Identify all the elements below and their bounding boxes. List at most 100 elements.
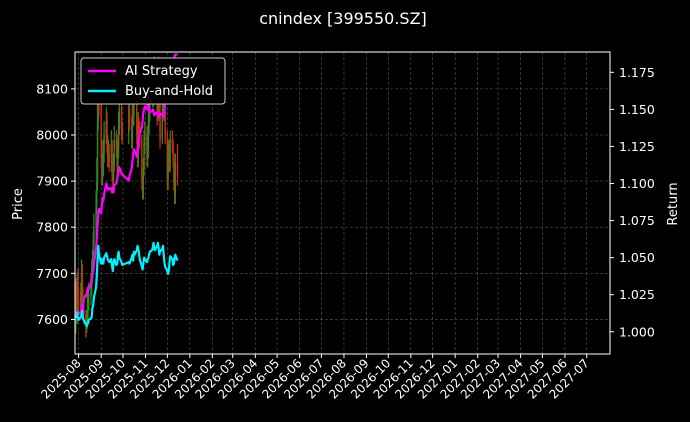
y-axis-left-label: Price	[11, 188, 26, 220]
candle-body	[143, 144, 145, 170]
y-left-tick-label: 8000	[36, 127, 68, 142]
candle-body	[132, 107, 134, 117]
candle-body	[112, 164, 115, 182]
y-right-tick-label: 1.175	[619, 65, 655, 80]
candle-body	[173, 158, 175, 182]
candle-body	[176, 162, 179, 177]
candle-body	[136, 88, 138, 135]
ai-strategy-line	[74, 53, 178, 318]
candle-body	[101, 164, 104, 177]
y-right-tick-label: 1.150	[619, 102, 655, 117]
candle-body	[106, 121, 108, 145]
candle-body	[117, 146, 119, 168]
y-left-tick-label: 7600	[36, 312, 68, 327]
candle-body	[80, 273, 83, 292]
y-right-tick-label: 1.075	[619, 213, 655, 228]
candle-body	[131, 107, 134, 140]
candle-body	[141, 181, 144, 191]
candle-body	[161, 111, 163, 140]
candle-body	[172, 144, 174, 159]
legend: AI Strategy Buy-and-Hold	[80, 57, 226, 105]
candle-body	[112, 169, 114, 182]
candle-body	[147, 123, 150, 149]
candle-body	[120, 107, 123, 131]
candle-body	[107, 153, 110, 156]
y-right-tick-label: 1.050	[619, 250, 655, 265]
candle-body	[80, 291, 82, 306]
candle-body	[93, 227, 95, 246]
candle-body	[115, 139, 118, 149]
candle-body	[75, 294, 78, 313]
candle-body	[138, 125, 140, 129]
candle-body	[88, 294, 90, 299]
y-right-tick-label: 1.025	[619, 287, 655, 302]
candle-body	[110, 144, 113, 163]
y-left-tick-label: 7900	[36, 174, 68, 189]
candle-body	[77, 282, 79, 301]
candle-body	[77, 300, 80, 306]
candle-body	[105, 121, 107, 135]
candle-body	[146, 148, 149, 159]
candle-body	[97, 93, 99, 122]
candle-body	[146, 134, 148, 159]
y-right-tick-label: 1.125	[619, 139, 655, 154]
candle-body	[130, 121, 133, 140]
candle-body	[116, 148, 118, 168]
candle-body	[81, 273, 83, 297]
candle-body	[85, 314, 87, 327]
candle-body	[173, 181, 176, 195]
candle-body	[128, 107, 130, 135]
candle-body	[171, 139, 174, 145]
y-axis-left: 7600 7700 7800 7900 8000 8100	[36, 81, 75, 327]
candle-body	[92, 245, 94, 265]
candle-body	[167, 158, 169, 182]
candle-body	[95, 204, 97, 228]
candle-body	[76, 282, 78, 313]
candle-body	[164, 111, 166, 140]
candle-body	[168, 153, 170, 159]
candle-body	[103, 134, 105, 154]
y-right-tick-label: 1.000	[619, 324, 655, 339]
candle-body	[121, 130, 123, 135]
chart-title: cnindex [399550.SZ]	[259, 9, 427, 28]
candle-body	[162, 98, 164, 112]
candle-body	[168, 153, 171, 163]
candle-body	[108, 153, 110, 163]
candle-body	[148, 111, 150, 124]
series-lines	[74, 53, 179, 327]
candle-body	[86, 310, 89, 320]
candle-body	[96, 121, 99, 182]
candle-body	[85, 319, 88, 327]
candle-body	[142, 169, 145, 191]
candle-body	[166, 139, 169, 182]
y-axis-right: 1.000 1.025 1.050 1.075 1.100 1.125 1.150 1.175	[610, 65, 655, 339]
candle-body	[87, 298, 89, 311]
candle-body	[101, 158, 103, 177]
buy-and-hold-line	[74, 241, 179, 327]
y-right-tick-label: 1.100	[619, 176, 655, 191]
candle-body	[102, 153, 105, 165]
candle-body	[100, 102, 102, 159]
candle-body	[113, 139, 115, 165]
y-left-tick-label: 7700	[36, 266, 68, 281]
legend-box	[80, 57, 226, 105]
candle-body	[117, 125, 120, 147]
candle-body	[90, 287, 92, 295]
candle-body	[118, 107, 121, 126]
candle-body	[141, 139, 143, 182]
plot-frame	[74, 51, 611, 355]
candle-body	[128, 107, 131, 122]
candle-body	[111, 144, 113, 170]
candle-body	[75, 294, 77, 325]
candle-body	[96, 181, 98, 205]
legend-label-bh: Buy-and-Hold	[125, 84, 213, 99]
candle-body	[169, 139, 171, 163]
candle-body	[174, 162, 177, 195]
y-left-tick-label: 8100	[36, 81, 68, 96]
candle-body	[159, 111, 161, 140]
candle-body	[144, 134, 146, 145]
legend-label-ai: AI Strategy	[125, 64, 198, 79]
y-left-tick-label: 7800	[36, 220, 68, 235]
candle-body	[156, 98, 158, 117]
